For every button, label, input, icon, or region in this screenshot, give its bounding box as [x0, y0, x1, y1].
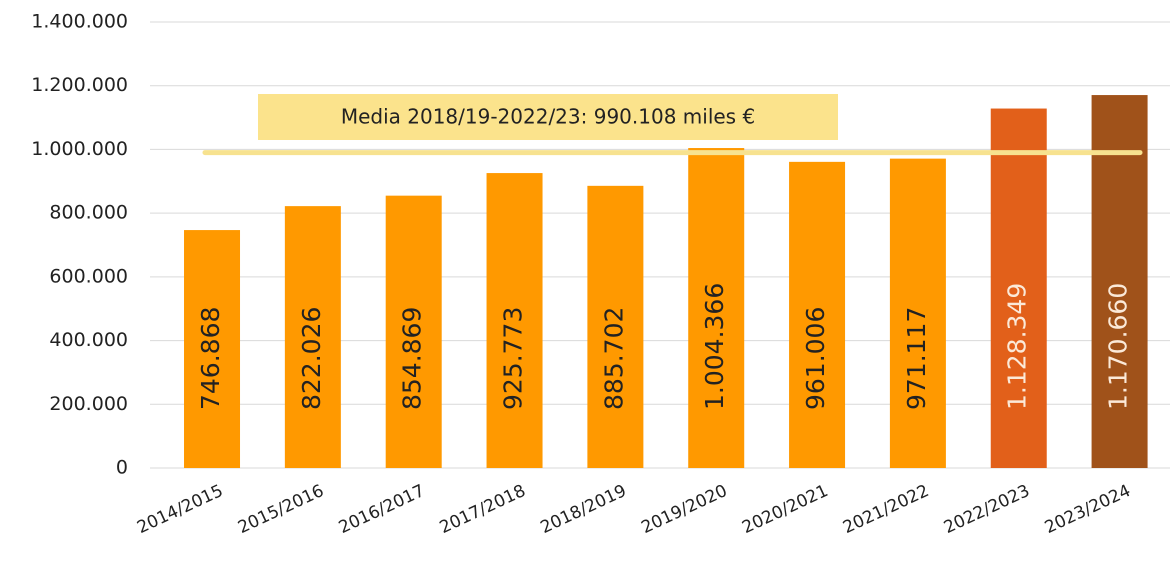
- value-label: 885.702: [599, 307, 628, 410]
- y-tick-label: 1.400.000: [31, 11, 128, 33]
- value-label: 1.128.349: [1003, 283, 1032, 410]
- x-tick-label: 2020/2021: [739, 481, 831, 538]
- value-label: 961.006: [801, 307, 830, 410]
- y-tick-label: 0: [116, 457, 128, 479]
- value-label: 1.004.366: [700, 283, 729, 410]
- value-label: 746.868: [196, 307, 225, 410]
- x-tick-label: 2022/2023: [941, 481, 1033, 538]
- bar: [184, 230, 241, 468]
- x-tick-label: 2023/2024: [1042, 481, 1134, 538]
- y-tick-label: 600.000: [49, 265, 128, 287]
- x-tick-label: 2015/2016: [235, 481, 327, 538]
- bar: [385, 195, 442, 469]
- x-tick-label: 2014/2015: [134, 481, 226, 538]
- x-tick-label: 2018/2019: [538, 481, 630, 538]
- x-tick-label: 2021/2022: [840, 481, 932, 538]
- value-label: 822.026: [297, 307, 326, 410]
- y-tick-label: 1.000.000: [31, 138, 128, 160]
- value-label: 854.869: [398, 307, 427, 410]
- reference-label: Media 2018/19-2022/23: 990.108 miles €: [341, 105, 755, 129]
- bar: [1091, 95, 1148, 469]
- bar: [990, 108, 1047, 468]
- value-label: 1.170.660: [1104, 283, 1133, 410]
- value-label: 971.117: [902, 307, 931, 410]
- y-tick-label: 800.000: [49, 202, 128, 224]
- bar: [486, 173, 543, 468]
- y-tick-label: 400.000: [49, 329, 128, 351]
- y-tick-label: 200.000: [49, 393, 128, 415]
- reference-label-box: [258, 94, 838, 140]
- bar: [284, 206, 341, 468]
- x-tick-label: 2017/2018: [437, 481, 529, 538]
- bar: [587, 185, 644, 469]
- value-label: 925.773: [499, 307, 528, 410]
- bar: [688, 148, 745, 468]
- x-tick-label: 2016/2017: [336, 481, 428, 538]
- x-tick-label: 2019/2020: [638, 481, 730, 538]
- bar: [789, 161, 846, 468]
- bar: [889, 158, 946, 468]
- y-tick-label: 1.200.000: [31, 74, 128, 96]
